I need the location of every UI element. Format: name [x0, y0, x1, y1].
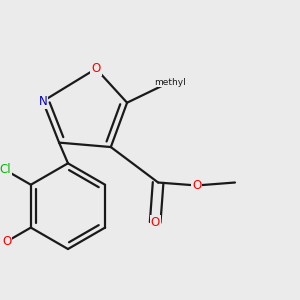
- Text: O: O: [151, 216, 160, 229]
- Text: methyl: methyl: [154, 77, 186, 86]
- Text: Cl: Cl: [0, 164, 11, 176]
- Text: O: O: [92, 62, 101, 75]
- Text: O: O: [192, 179, 201, 192]
- Text: O: O: [2, 235, 11, 248]
- Text: N: N: [38, 95, 47, 108]
